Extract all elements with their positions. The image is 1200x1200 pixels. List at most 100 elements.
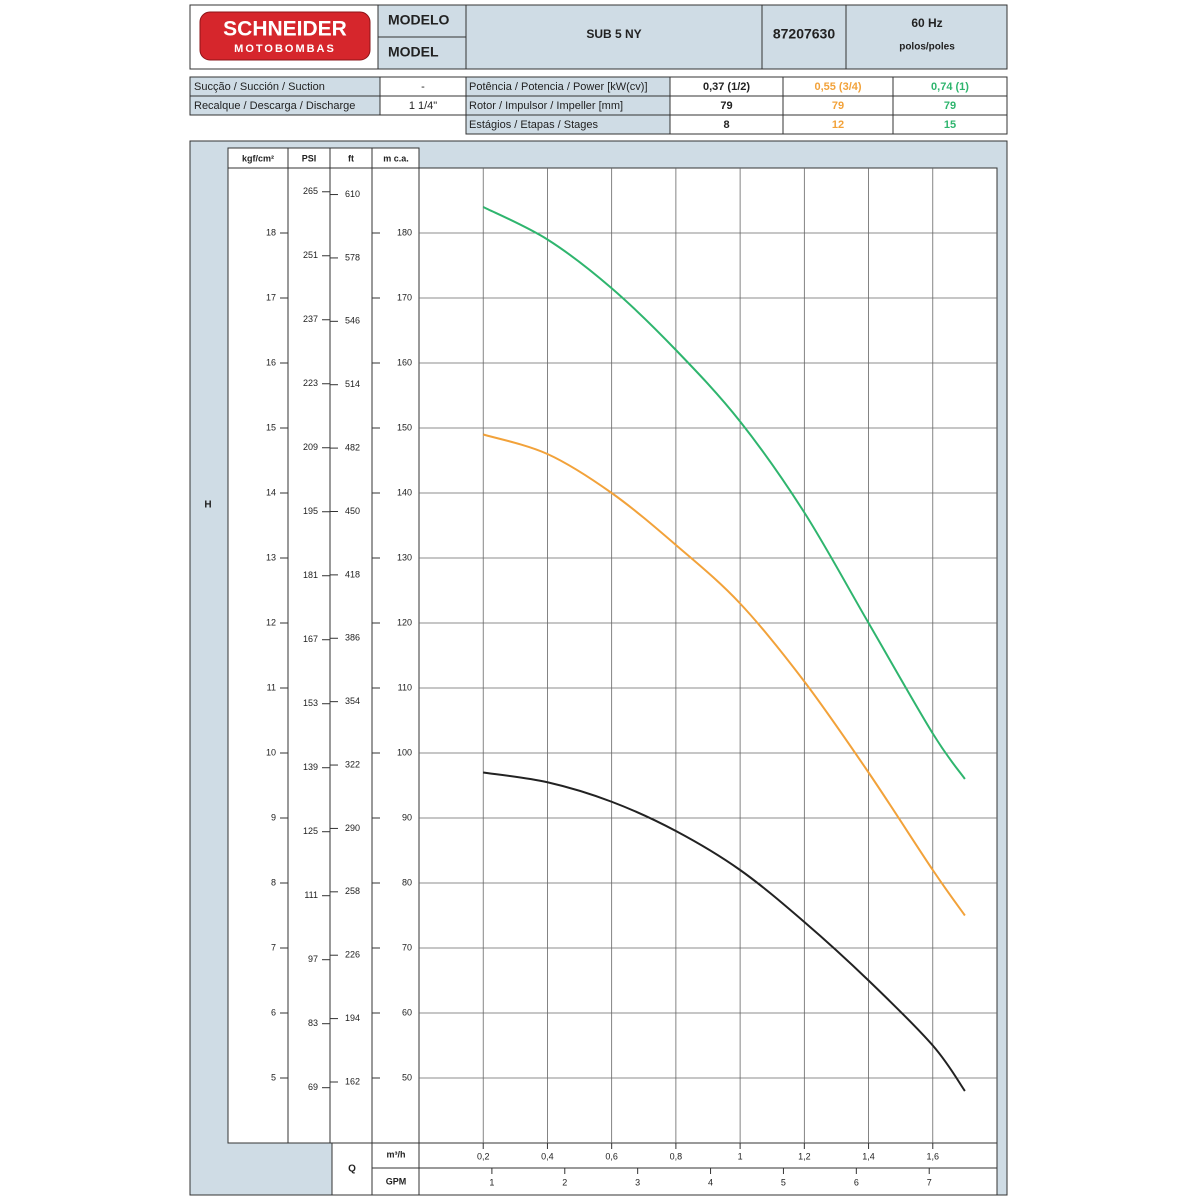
y-tick-label: 150 (397, 422, 412, 432)
tick-label: 69 (308, 1082, 318, 1092)
model-label: MODELO (388, 12, 450, 28)
chart: Hm c.a.kgf/cm²56789101112131415161718PSI… (204, 147, 998, 1196)
axis-unit: kgf/cm² (242, 153, 274, 163)
tick-label: 209 (303, 442, 318, 452)
tick-label: 7 (271, 942, 276, 952)
tick-label: 125 (303, 826, 318, 836)
x2-tick-label: 1 (489, 1177, 494, 1187)
x-tick-label: 0,2 (477, 1151, 490, 1161)
y-tick-label: 70 (402, 942, 412, 952)
spec-value: 15 (944, 119, 956, 131)
logo-badge (199, 11, 371, 61)
frequency: 60 Hz (911, 16, 942, 30)
y-tick-label: 90 (402, 812, 412, 822)
tick-label: 111 (304, 890, 318, 900)
x2-tick-label: 5 (781, 1177, 786, 1187)
spec-label: Potência / Potencia / Power [kW(cv)] (469, 81, 648, 93)
spec-value: 79 (832, 100, 844, 112)
tick-label: 181 (303, 570, 318, 580)
cell (377, 4, 467, 38)
tick-label: 265 (303, 186, 318, 196)
tick-label: 386 (345, 633, 360, 643)
tick-label: 514 (345, 379, 360, 389)
model-label: MODEL (388, 44, 439, 60)
tick-label: 226 (345, 950, 360, 960)
cell (892, 114, 1008, 135)
code: 87207630 (773, 26, 836, 42)
axis-column (287, 147, 331, 1144)
tick-label: 195 (303, 506, 318, 516)
tick-label: 153 (303, 698, 318, 708)
q-box (331, 1142, 373, 1196)
x-label: Q (348, 1164, 356, 1175)
y-tick-label: 110 (398, 682, 412, 692)
tick-label: 482 (345, 442, 360, 452)
x2-tick-label: 2 (562, 1177, 567, 1187)
x-unit: m³/h (387, 1149, 406, 1159)
x2-unit: GPM (386, 1176, 407, 1186)
x2-tick-label: 6 (854, 1177, 859, 1187)
tick-label: 223 (303, 378, 318, 388)
y-tick-label: 100 (397, 747, 412, 757)
x-tick-label: 1 (738, 1151, 743, 1161)
x-tick-label: 1,2 (798, 1151, 811, 1161)
spec-value: 0,55 (3/4) (814, 81, 861, 93)
tick-label: 15 (266, 422, 276, 432)
x-tick-label: 1,6 (927, 1151, 940, 1161)
x-tick-label: 0,8 (670, 1151, 683, 1161)
y-tick-label: 60 (402, 1007, 412, 1017)
spec-value: - (421, 81, 425, 93)
tick-label: 251 (303, 250, 318, 260)
y-label: H (204, 500, 211, 511)
spec-value: 0,74 (1) (931, 81, 969, 93)
spec-label: Estágios / Etapas / Stages (469, 119, 599, 131)
tick-label: 14 (266, 487, 276, 497)
x-row (371, 1142, 998, 1169)
spec-value: 79 (720, 100, 732, 112)
tick-label: 354 (345, 696, 360, 706)
tick-label: 322 (345, 759, 360, 769)
tick-label: 13 (266, 552, 276, 562)
tick-label: 610 (345, 189, 360, 199)
tick-label: 167 (303, 634, 318, 644)
spec-label: Recalque / Descarga / Discharge (194, 100, 355, 112)
tick-label: 546 (345, 316, 360, 326)
plot-area (418, 167, 998, 1144)
tick-label: 11 (267, 682, 276, 692)
tick-label: 10 (266, 747, 276, 757)
x2-tick-label: 7 (927, 1177, 932, 1187)
x-tick-label: 0,4 (541, 1151, 554, 1161)
brand: SCHNEIDER (223, 18, 347, 41)
tick-label: 162 (345, 1076, 360, 1086)
curve (482, 206, 966, 780)
spec-value: 1 1/4" (409, 100, 437, 112)
axis-unit: m c.a. (383, 153, 409, 163)
tick-label: 258 (345, 886, 360, 896)
tick-label: 237 (303, 314, 318, 324)
spec-value: 8 (723, 119, 729, 131)
tick-label: 194 (345, 1013, 360, 1023)
tick-label: 17 (266, 292, 276, 302)
tick-label: 290 (345, 823, 360, 833)
spec-value: 0,37 (1/2) (703, 81, 750, 93)
axis-unit: ft (348, 153, 354, 163)
cell (377, 36, 467, 70)
tick-label: 418 (345, 569, 360, 579)
tick-label: 578 (345, 252, 360, 262)
tick-label: 16 (266, 357, 276, 367)
tick-label: 97 (308, 954, 318, 964)
tick-label: 5 (271, 1072, 276, 1082)
y-tick-label: 140 (397, 487, 412, 497)
y-tick-label: 180 (397, 227, 412, 237)
cell (761, 4, 847, 70)
x2-row (371, 1167, 998, 1196)
y-tick-label: 80 (402, 877, 412, 887)
x-tick-label: 1,4 (862, 1151, 875, 1161)
y-tick-label: 130 (397, 552, 412, 562)
tick-label: 12 (266, 617, 276, 627)
tick-label: 6 (271, 1007, 276, 1017)
curve (482, 433, 966, 917)
tick-label: 83 (308, 1018, 318, 1028)
curve (483, 771, 966, 1092)
